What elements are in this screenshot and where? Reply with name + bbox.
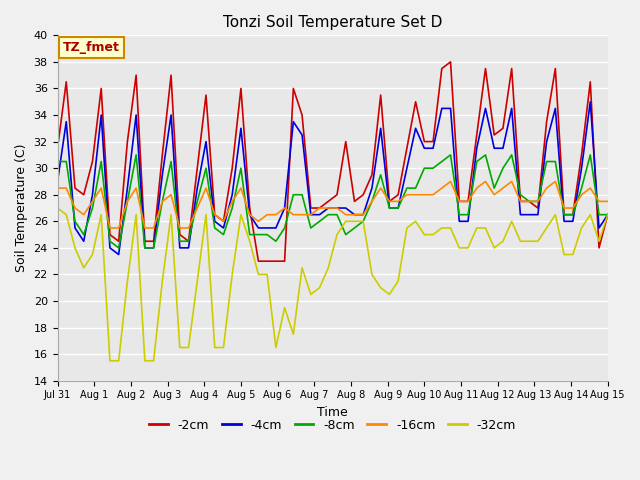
Legend: -2cm, -4cm, -8cm, -16cm, -32cm: -2cm, -4cm, -8cm, -16cm, -32cm (144, 414, 521, 437)
X-axis label: Time: Time (317, 406, 348, 419)
Title: Tonzi Soil Temperature Set D: Tonzi Soil Temperature Set D (223, 15, 442, 30)
Text: TZ_fmet: TZ_fmet (63, 41, 120, 54)
Y-axis label: Soil Temperature (C): Soil Temperature (C) (15, 144, 28, 272)
